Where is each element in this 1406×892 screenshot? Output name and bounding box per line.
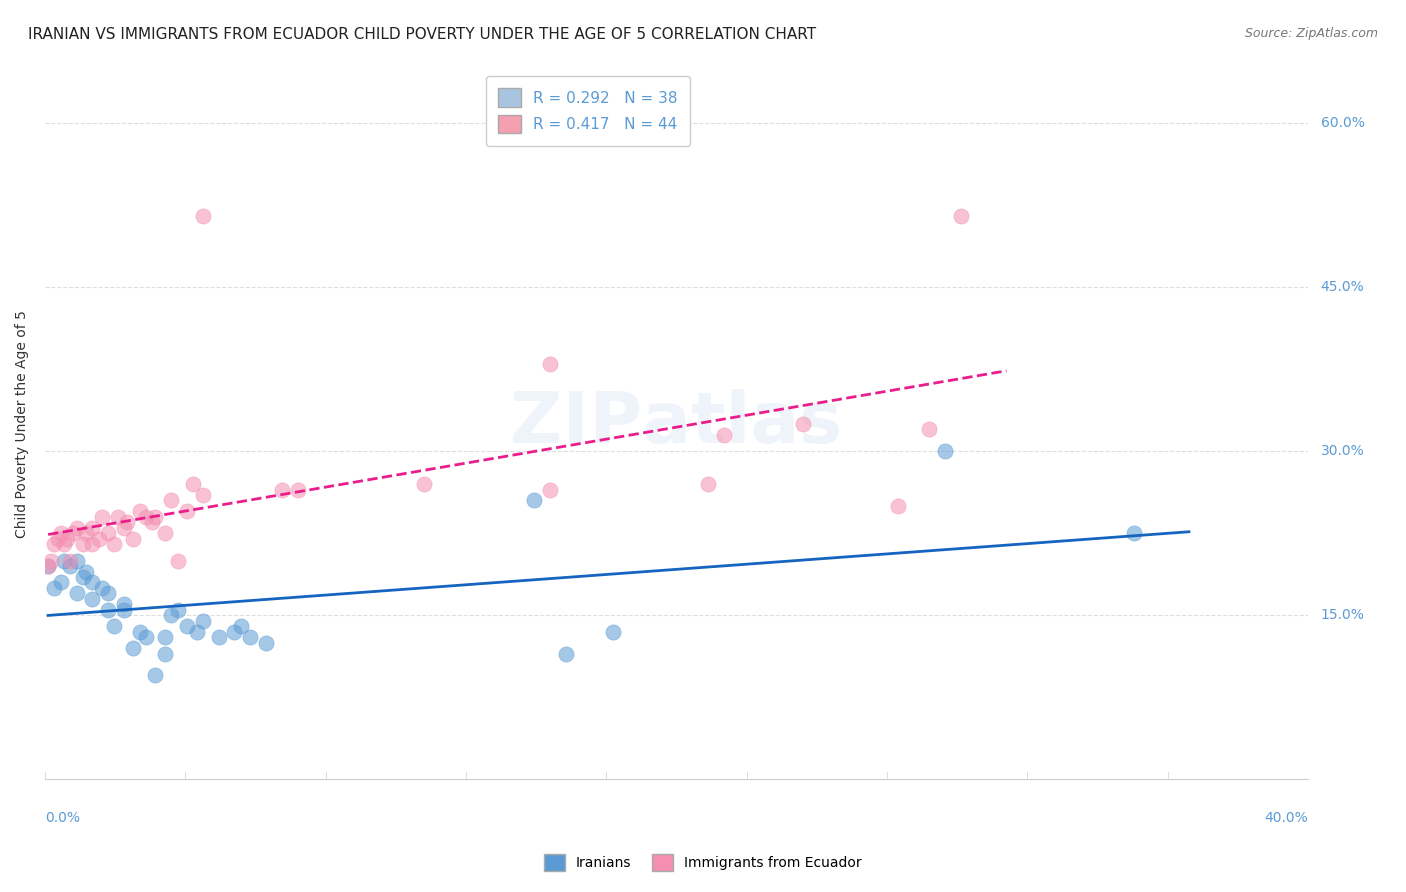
Point [62,526,84,541]
Point [59,553,82,567]
Point [538,483,561,497]
Point [949,209,972,223]
Point [918,422,941,436]
Point [287,483,309,497]
Point [191,209,214,223]
Point [87,532,110,546]
Point [49,575,72,590]
Point [128,624,150,639]
Text: 45.0%: 45.0% [1320,280,1364,294]
Text: 0.0%: 0.0% [45,811,80,825]
Text: 30.0%: 30.0% [1320,444,1364,458]
Point [166,603,188,617]
Text: 15.0%: 15.0% [1320,608,1365,623]
Legend: Iranians, Immigrants from Ecuador: Iranians, Immigrants from Ecuador [538,848,868,876]
Point [82,591,104,606]
Point [160,608,183,623]
Point [39,553,62,567]
Point [166,553,188,567]
Point [82,537,104,551]
Point [160,493,183,508]
Point [886,499,908,513]
Point [934,444,956,458]
Point [186,624,208,639]
Point [46,532,69,546]
Point [72,537,94,551]
Point [239,630,262,644]
Point [37,559,59,574]
Point [713,427,735,442]
Point [254,635,277,649]
Point [229,619,252,633]
Point [90,509,112,524]
Point [49,526,72,541]
Text: 40.0%: 40.0% [1264,811,1308,825]
Point [153,647,176,661]
Point [135,630,157,644]
Point [44,537,66,551]
Point [52,553,75,567]
Point [128,504,150,518]
Point [107,509,129,524]
Point [176,504,198,518]
Point [224,624,246,639]
Text: 60.0%: 60.0% [1320,116,1365,130]
Point [52,537,75,551]
Legend: R = 0.292   N = 38, R = 0.417   N = 44: R = 0.292 N = 38, R = 0.417 N = 44 [486,76,690,145]
Point [176,619,198,633]
Point [208,630,231,644]
Point [75,526,97,541]
Point [103,537,125,551]
Point [97,526,120,541]
Point [538,357,561,371]
Point [792,417,814,431]
Point [141,516,163,530]
Point [697,477,720,491]
Point [97,586,120,600]
Point [112,521,135,535]
Text: ZIP​atlas: ZIP​atlas [510,390,842,458]
Point [103,619,125,633]
Point [270,483,292,497]
Point [75,565,97,579]
Point [191,614,214,628]
Point [56,532,79,546]
Point [145,668,167,682]
Point [37,559,59,574]
Point [65,586,87,600]
Point [115,516,138,530]
Text: IRANIAN VS IMMIGRANTS FROM ECUADOR CHILD POVERTY UNDER THE AGE OF 5 CORRELATION : IRANIAN VS IMMIGRANTS FROM ECUADOR CHILD… [28,27,817,42]
Y-axis label: Child Poverty Under the Age of 5: Child Poverty Under the Age of 5 [15,310,30,538]
Point [44,581,66,595]
Point [135,509,157,524]
Point [183,477,205,491]
Point [1123,526,1146,541]
Point [602,624,624,639]
Point [122,641,145,656]
Point [72,570,94,584]
Point [413,477,436,491]
Point [555,647,578,661]
Point [523,493,546,508]
Point [153,526,176,541]
Point [65,521,87,535]
Point [191,488,214,502]
Point [90,581,112,595]
Point [153,630,176,644]
Point [82,575,104,590]
Point [122,532,145,546]
Point [65,553,87,567]
Text: Source: ZipAtlas.com: Source: ZipAtlas.com [1244,27,1378,40]
Point [97,603,120,617]
Point [145,509,167,524]
Point [112,603,135,617]
Point [112,597,135,611]
Point [59,559,82,574]
Point [82,521,104,535]
